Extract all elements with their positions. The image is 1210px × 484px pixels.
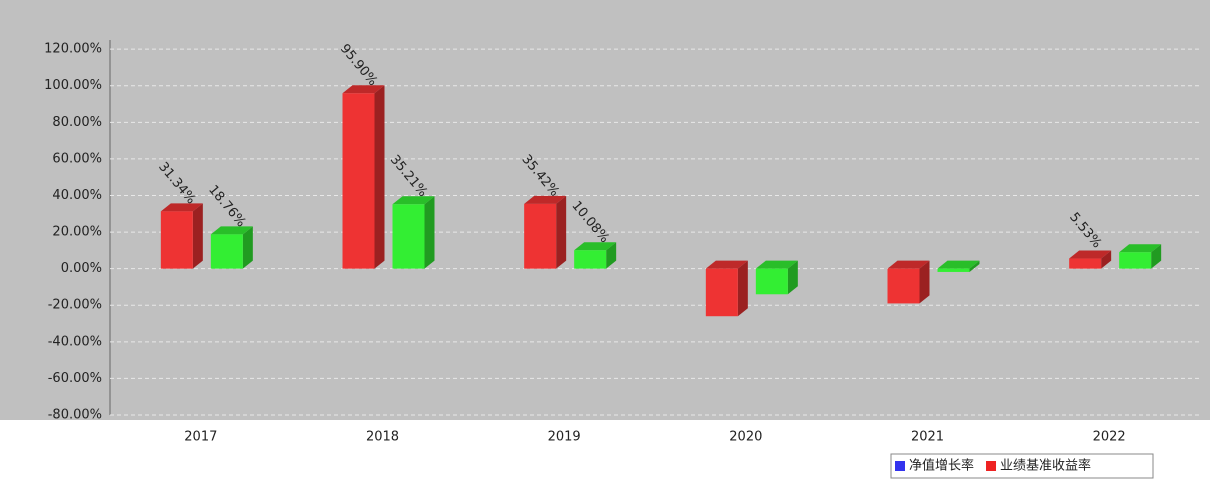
bar-top bbox=[210, 226, 253, 235]
bar-top bbox=[392, 196, 435, 205]
bar-side bbox=[969, 260, 980, 272]
bar bbox=[1069, 250, 1112, 269]
bar bbox=[524, 195, 567, 269]
bar-front bbox=[342, 93, 375, 269]
y-tick-label: -60.00% bbox=[48, 371, 102, 386]
x-tick-label: 2019 bbox=[548, 430, 581, 445]
y-tick-label: 100.00% bbox=[44, 78, 102, 93]
bar bbox=[755, 260, 798, 295]
bar-front bbox=[937, 268, 970, 272]
legend-swatch bbox=[986, 461, 997, 471]
bar-side bbox=[1151, 244, 1162, 269]
y-tick-label: -80.00% bbox=[48, 408, 102, 423]
bar bbox=[1119, 244, 1162, 269]
x-tick-label: 2021 bbox=[911, 430, 944, 445]
bar-front bbox=[887, 268, 920, 304]
bar-top bbox=[524, 195, 567, 204]
y-tick-label: -20.00% bbox=[48, 298, 102, 313]
bar-front bbox=[1069, 258, 1102, 269]
bar-front bbox=[1119, 252, 1152, 269]
bar-side bbox=[787, 260, 798, 295]
bar-side bbox=[556, 195, 567, 269]
y-tick-label: -40.00% bbox=[48, 334, 102, 349]
y-tick-label: 0.00% bbox=[61, 261, 102, 276]
bar-front bbox=[574, 250, 607, 269]
bar-top bbox=[160, 203, 203, 212]
bar bbox=[392, 196, 435, 269]
bar bbox=[705, 260, 748, 317]
y-tick-label: 60.00% bbox=[52, 151, 102, 166]
bar bbox=[160, 203, 203, 269]
bar bbox=[937, 260, 980, 272]
bar-side bbox=[424, 196, 435, 269]
bar-top bbox=[937, 260, 980, 269]
bar-top bbox=[887, 260, 930, 269]
bar-side bbox=[919, 260, 930, 304]
bar bbox=[342, 85, 385, 269]
bar-front bbox=[755, 268, 788, 295]
bar-top bbox=[755, 260, 798, 269]
y-tick-label: 80.00% bbox=[52, 115, 102, 130]
bar-front bbox=[210, 234, 243, 269]
bar-top bbox=[1069, 250, 1112, 259]
legend-box bbox=[890, 453, 1154, 479]
legend-label: 净值增长率 bbox=[909, 458, 974, 474]
legend-label: 业绩基准收益率 bbox=[1000, 458, 1091, 474]
y-tick-label: 40.00% bbox=[52, 188, 102, 203]
bar-front bbox=[524, 203, 557, 269]
bar bbox=[887, 260, 930, 304]
bar-front bbox=[705, 268, 738, 317]
legend-swatch bbox=[895, 461, 905, 471]
bar-side bbox=[1101, 250, 1112, 269]
bar-side bbox=[242, 226, 253, 269]
bar-top bbox=[1119, 244, 1162, 253]
y-tick-label: 20.00% bbox=[52, 225, 102, 240]
bar-top bbox=[705, 260, 748, 269]
bar-front bbox=[160, 211, 193, 269]
y-tick-label: 120.00% bbox=[44, 42, 102, 57]
x-tick-label: 2020 bbox=[729, 430, 762, 445]
bar-side bbox=[374, 85, 385, 269]
bar bbox=[210, 226, 253, 269]
x-tick-label: 2022 bbox=[1093, 430, 1126, 445]
bar-side bbox=[192, 203, 203, 269]
x-tick-label: 2018 bbox=[366, 430, 399, 445]
bar-side bbox=[606, 242, 617, 269]
bar-top bbox=[342, 85, 385, 94]
x-tick-label: 2017 bbox=[184, 430, 217, 445]
bar-top bbox=[574, 242, 617, 251]
bar-front bbox=[392, 204, 425, 269]
bar-side bbox=[737, 260, 748, 317]
bar bbox=[574, 242, 617, 269]
